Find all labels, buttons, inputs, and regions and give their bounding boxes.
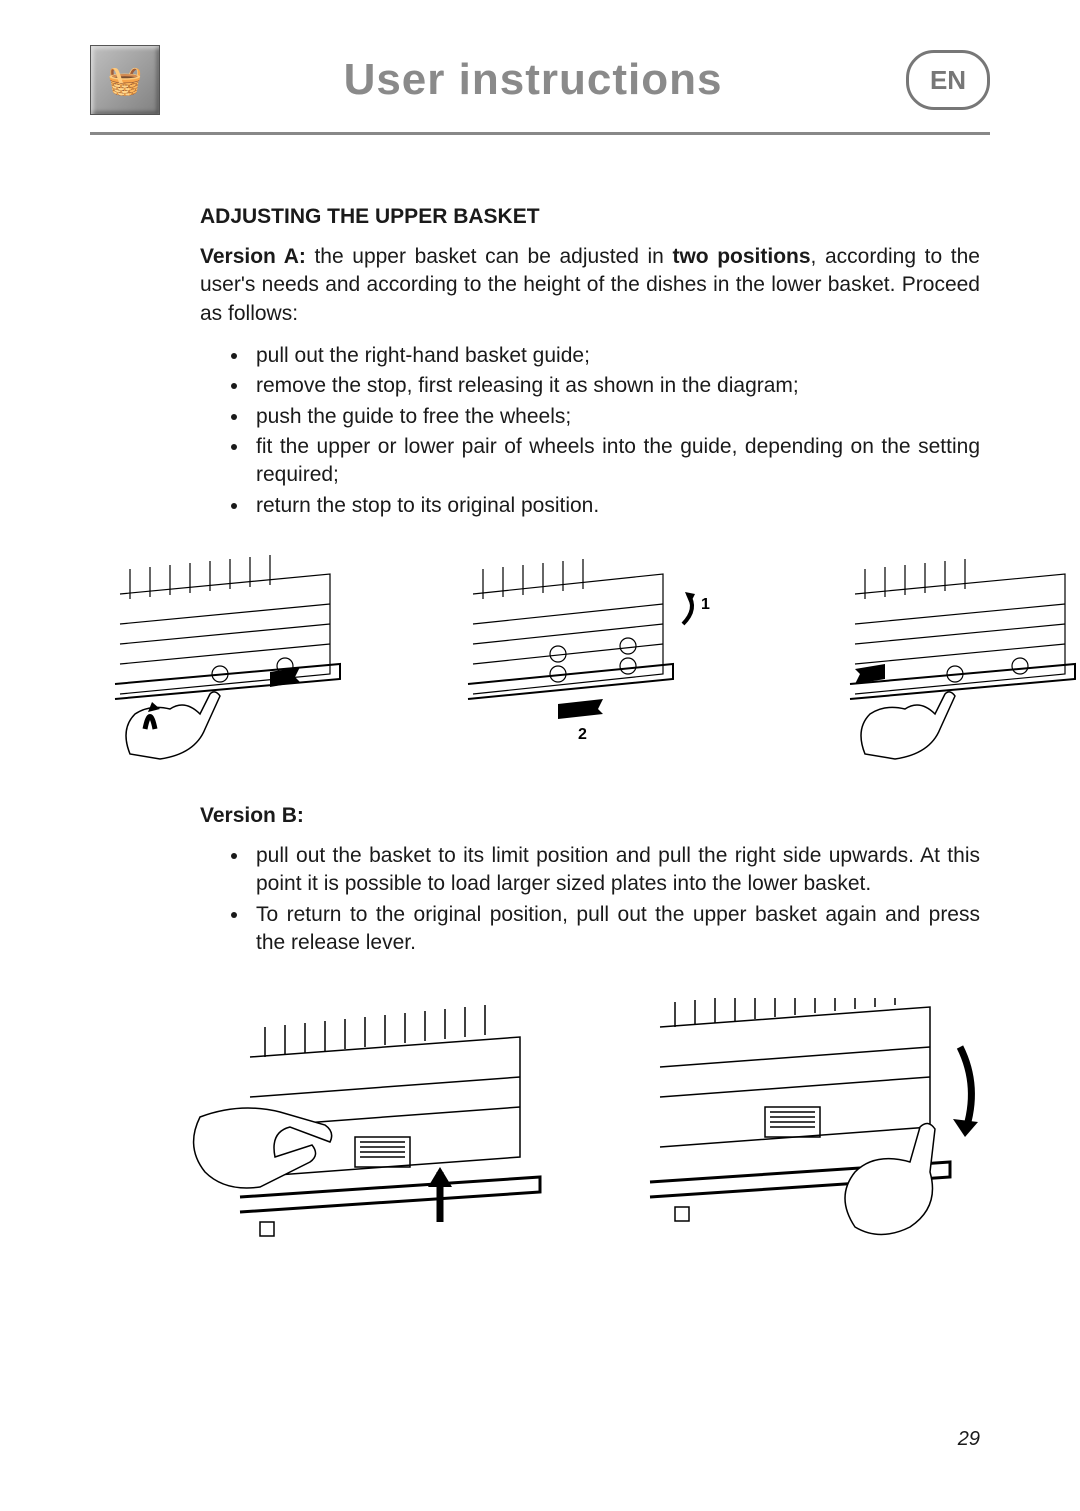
version-a-two-positions: two positions xyxy=(672,245,810,268)
list-item: pull out the basket to its limit positio… xyxy=(250,842,980,899)
list-item: push the guide to free the wheels; xyxy=(250,403,980,431)
version-a-list: pull out the right-hand basket guide; re… xyxy=(200,342,980,520)
figures-version-a: 1 2 xyxy=(90,554,1080,764)
page-number: 29 xyxy=(958,1428,980,1451)
section-heading: ADJUSTING THE UPPER BASKET xyxy=(200,205,980,229)
version-a-intro: Version A: the upper basket can be adjus… xyxy=(200,243,980,328)
content: ADJUSTING THE UPPER BASKET Version A: th… xyxy=(90,205,990,1267)
list-item: remove the stop, first releasing it as s… xyxy=(250,372,980,400)
dishwasher-icon: 🧺 xyxy=(90,45,160,115)
basket-lift-diagram-icon xyxy=(180,997,560,1267)
list-item: return the stop to its original position… xyxy=(250,492,980,520)
figure-a1 xyxy=(100,554,355,764)
basket-diagram-icon: 1 2 xyxy=(463,554,718,764)
language-badge: EN xyxy=(906,50,990,110)
figure-label-1: 1 xyxy=(701,596,710,613)
header: 🧺 User instructions EN xyxy=(90,40,990,120)
list-item: pull out the right-hand basket guide; xyxy=(250,342,980,370)
figure-b1 xyxy=(180,997,560,1267)
figure-a2: 1 2 xyxy=(463,554,718,764)
list-item: fit the upper or lower pair of wheels in… xyxy=(250,433,980,490)
version-b-heading: Version B: xyxy=(200,804,980,828)
figure-a3 xyxy=(825,554,1080,764)
list-item: To return to the original position, pull… xyxy=(250,901,980,958)
page-title: User instructions xyxy=(160,55,906,105)
figure-label-2: 2 xyxy=(578,726,587,743)
header-rule xyxy=(90,132,990,135)
figure-b2 xyxy=(620,997,1000,1267)
version-a-label: Version A: xyxy=(200,245,306,268)
basket-diagram-icon xyxy=(100,554,355,764)
figures-version-b xyxy=(90,997,1080,1267)
version-b-list: pull out the basket to its limit positio… xyxy=(200,842,980,957)
version-a-intro-mid: the upper basket can be adjusted in xyxy=(306,245,673,268)
basket-lower-diagram-icon xyxy=(620,997,1000,1267)
basket-diagram-icon xyxy=(825,554,1080,764)
page: 🧺 User instructions EN ADJUSTING THE UPP… xyxy=(0,0,1080,1511)
